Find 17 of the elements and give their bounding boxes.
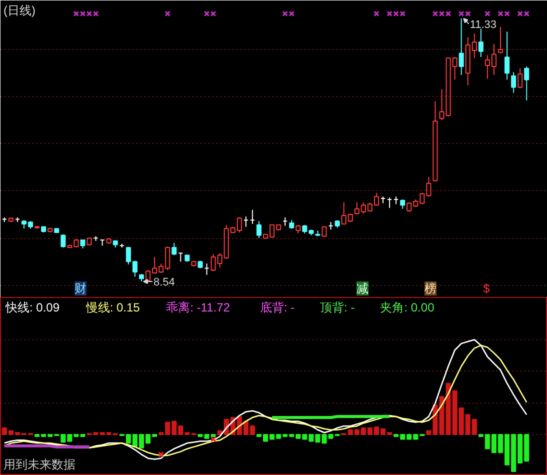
annotation: 榜 <box>424 282 436 296</box>
text: 快线: 0.09 <box>4 300 60 314</box>
text: 顶背: - <box>320 300 355 314</box>
candlestick <box>511 72 516 94</box>
annotation: 用到未来数据 <box>4 458 76 472</box>
candlestick <box>504 31 510 80</box>
annotation: $ <box>483 282 490 296</box>
text: 慢线: 0.15 <box>84 300 140 314</box>
annotation: 8.54 <box>154 276 175 288</box>
annotation: 11.33 <box>470 18 497 31</box>
text: 夹角: 0.00 <box>380 300 435 314</box>
candlestick <box>458 18 464 76</box>
chart-title: (日线) <box>4 4 36 18</box>
annotation: 财 <box>74 282 86 296</box>
text: 底背: - <box>260 300 295 314</box>
annotation: 减 <box>356 282 368 296</box>
text: 乖离: -11.72 <box>166 300 230 314</box>
